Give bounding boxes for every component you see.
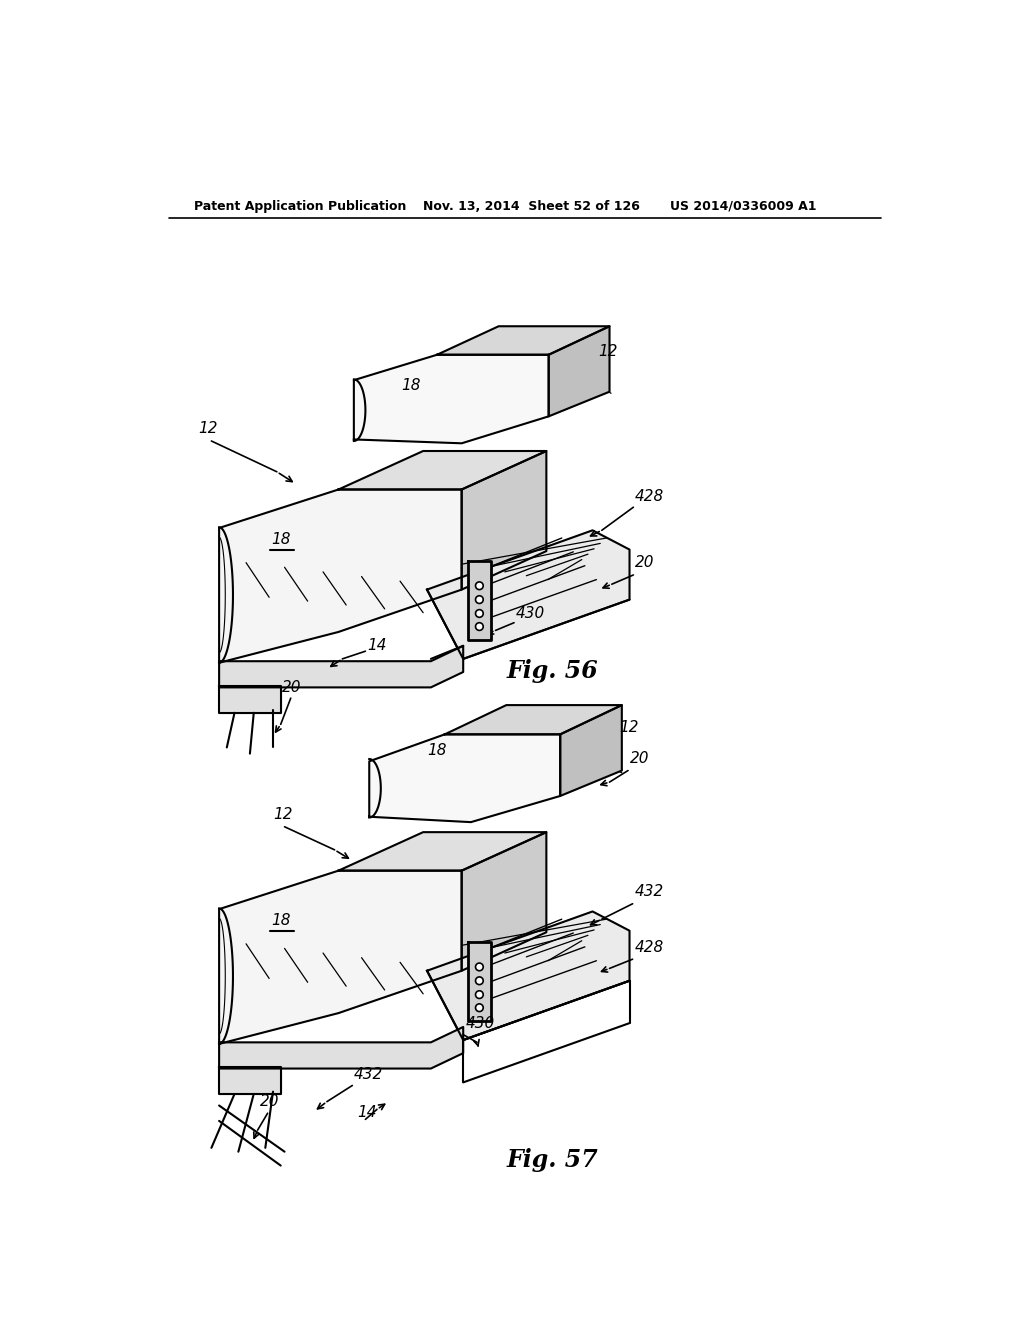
Circle shape (475, 582, 483, 590)
Text: 20: 20 (260, 1093, 280, 1109)
Text: 14: 14 (368, 638, 387, 652)
Polygon shape (219, 645, 463, 688)
Text: 20: 20 (630, 751, 649, 766)
Text: 12: 12 (620, 719, 639, 735)
Polygon shape (468, 942, 490, 1020)
Polygon shape (549, 326, 609, 416)
Polygon shape (444, 705, 622, 734)
Text: 18: 18 (271, 532, 291, 548)
Text: US 2014/0336009 A1: US 2014/0336009 A1 (670, 199, 816, 213)
Polygon shape (219, 1067, 281, 1094)
Polygon shape (339, 832, 547, 871)
Polygon shape (437, 326, 609, 355)
Text: 432: 432 (354, 1067, 383, 1081)
Text: 20: 20 (635, 556, 654, 570)
Polygon shape (219, 490, 462, 663)
Text: 14: 14 (357, 1105, 377, 1121)
Text: 432: 432 (635, 884, 665, 899)
Text: 428: 428 (635, 940, 665, 954)
Text: 18: 18 (271, 913, 291, 928)
Text: 428: 428 (635, 488, 665, 504)
Polygon shape (427, 911, 630, 1040)
Polygon shape (354, 355, 549, 444)
Circle shape (475, 595, 483, 603)
Text: 430: 430 (515, 606, 545, 622)
Polygon shape (468, 561, 490, 640)
Text: 430: 430 (466, 1016, 495, 1031)
Text: 12: 12 (273, 807, 293, 822)
Polygon shape (219, 871, 462, 1044)
Circle shape (475, 610, 483, 618)
Text: Patent Application Publication: Patent Application Publication (194, 199, 407, 213)
Text: 20: 20 (282, 680, 301, 696)
Polygon shape (560, 705, 622, 796)
Polygon shape (339, 451, 547, 490)
Text: Fig. 57: Fig. 57 (506, 1148, 598, 1172)
Polygon shape (370, 734, 560, 822)
Text: Fig. 56: Fig. 56 (506, 659, 598, 684)
Circle shape (475, 623, 483, 631)
Polygon shape (219, 1027, 463, 1069)
Text: 12: 12 (199, 421, 218, 437)
Text: 12: 12 (598, 345, 617, 359)
Polygon shape (219, 686, 281, 713)
Text: 18: 18 (401, 378, 421, 393)
Circle shape (475, 977, 483, 985)
Text: 18: 18 (427, 743, 446, 758)
Circle shape (475, 964, 483, 970)
Circle shape (475, 1003, 483, 1011)
Polygon shape (462, 832, 547, 970)
Polygon shape (462, 451, 547, 590)
Circle shape (475, 991, 483, 998)
Polygon shape (427, 531, 630, 659)
Text: Nov. 13, 2014  Sheet 52 of 126: Nov. 13, 2014 Sheet 52 of 126 (423, 199, 640, 213)
